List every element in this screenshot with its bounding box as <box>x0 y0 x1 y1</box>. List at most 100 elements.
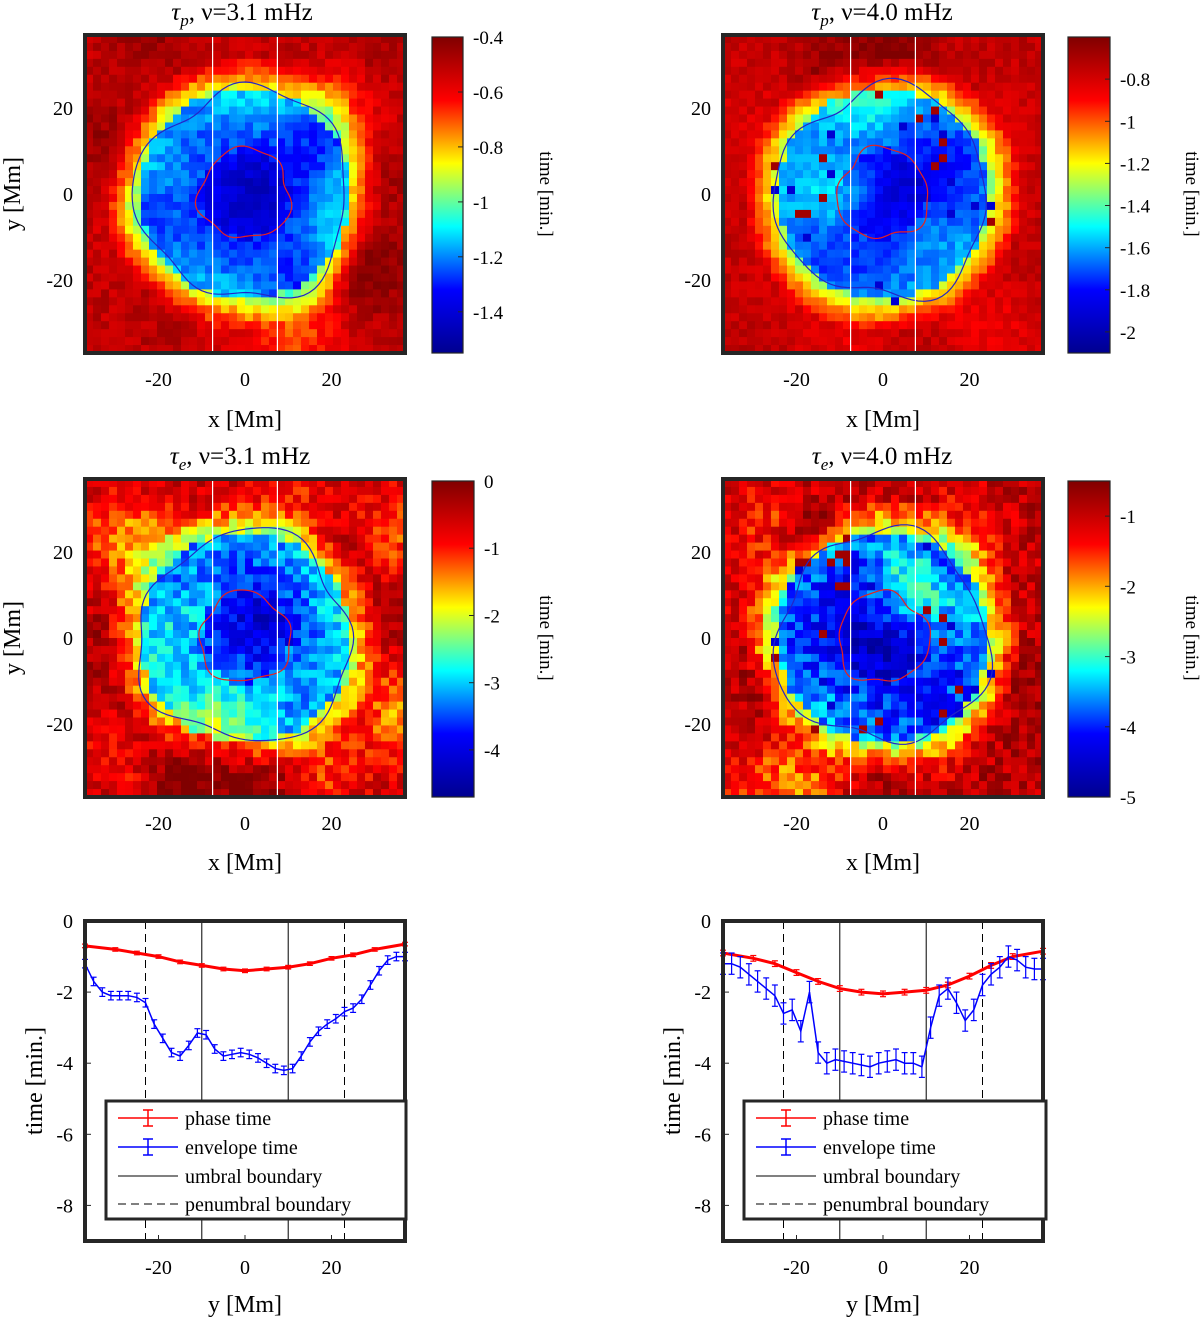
heatmap-cell <box>357 670 366 679</box>
heatmap-cell <box>851 210 860 219</box>
heatmap-cell <box>197 91 206 100</box>
heatmap-cell <box>381 694 390 703</box>
heatmap-cell <box>285 75 294 84</box>
heatmap-cell <box>181 638 190 647</box>
heatmap-cell <box>891 337 900 346</box>
heatmap-cell <box>253 718 262 727</box>
colorbar-tick-label: -4 <box>484 741 500 762</box>
heatmap-cell <box>381 622 390 631</box>
heatmap-cell <box>301 170 310 179</box>
heatmap-cell <box>365 67 374 76</box>
heatmap-cell <box>293 210 302 219</box>
heatmap-cell <box>181 495 190 504</box>
heatmap-cell <box>365 654 374 663</box>
heatmap-cell <box>141 718 150 727</box>
heatmap-cell <box>325 662 334 671</box>
heatmap-cell <box>955 186 964 195</box>
heatmap-cell <box>125 43 134 52</box>
heatmap-cell <box>101 91 110 100</box>
heatmap-cell <box>149 725 158 734</box>
heatmap-cell <box>907 107 916 116</box>
heatmap-cell <box>141 551 150 560</box>
heatmap-cell <box>237 551 246 560</box>
heatmap-cell <box>365 678 374 687</box>
heatmap-cell <box>811 281 820 290</box>
heatmap-cell <box>357 321 366 330</box>
heatmap-cell <box>141 749 150 758</box>
heatmap-cell <box>237 258 246 267</box>
heatmap-cell <box>739 234 748 243</box>
heatmap-cell <box>389 107 398 116</box>
heatmap-cell <box>109 741 118 750</box>
heatmap-cell <box>803 242 812 251</box>
heatmap-cell <box>763 337 772 346</box>
heatmap-cell <box>213 321 222 330</box>
heatmap-cell <box>221 91 230 100</box>
heatmap-cell <box>731 178 740 187</box>
heatmap-cell <box>827 67 836 76</box>
heatmap-cell <box>189 670 198 679</box>
heatmap-cell <box>763 67 772 76</box>
heatmap-cell <box>109 250 118 259</box>
heatmap-cell <box>221 662 230 671</box>
heatmap-cell <box>731 686 740 695</box>
heatmap-cell <box>213 154 222 163</box>
heatmap-cell <box>117 107 126 116</box>
heatmap-cell <box>93 210 102 219</box>
heatmap-cell <box>245 638 254 647</box>
heatmap-cell <box>995 130 1004 139</box>
heatmap-cell <box>891 130 900 139</box>
heatmap-cell <box>803 234 812 243</box>
heatmap-cell <box>365 535 374 544</box>
heatmap-cell <box>245 305 254 314</box>
heatmap-cell <box>157 305 166 314</box>
heatmap-cell <box>389 511 398 520</box>
heatmap-cell <box>325 495 334 504</box>
heatmap-cell <box>253 606 262 615</box>
heatmap-cell <box>125 281 134 290</box>
heatmap-cell <box>133 527 142 536</box>
heatmap-cell <box>277 686 286 695</box>
heatmap-cell <box>277 622 286 631</box>
heatmap-cell <box>381 218 390 227</box>
heatmap-cell <box>109 654 118 663</box>
colorbar-label: time [min.] <box>535 151 556 236</box>
heatmap-cell <box>389 258 398 267</box>
heatmap-cell <box>213 266 222 275</box>
heatmap-cell <box>365 226 374 235</box>
heatmap-cell <box>947 329 956 338</box>
heatmap-cell <box>173 138 182 147</box>
heatmap-cell <box>883 337 892 346</box>
heatmap-cell <box>373 281 382 290</box>
heatmap-cell <box>269 210 278 219</box>
heatmap-cell <box>349 266 358 275</box>
heatmap-cell <box>197 115 206 124</box>
heatmap-cell <box>125 662 134 671</box>
heatmap-cell <box>357 559 366 568</box>
heatmap-cell <box>197 107 206 116</box>
heatmap-cell <box>117 749 126 758</box>
heatmap-cell <box>349 781 358 790</box>
heatmap-cell <box>947 122 956 131</box>
heatmap-cell <box>835 258 844 267</box>
heatmap-cell <box>133 551 142 560</box>
heatmap-cell <box>197 67 206 76</box>
heatmap-cell <box>157 543 166 552</box>
heatmap-cell <box>1019 138 1028 147</box>
heatmap-cell <box>763 305 772 314</box>
heatmap-cell <box>277 781 286 790</box>
heatmap-cell <box>859 329 868 338</box>
heatmap-cell <box>93 321 102 330</box>
heatmap-cell <box>883 138 892 147</box>
heatmap-cell <box>149 646 158 655</box>
heatmap-cell <box>907 258 916 267</box>
heatmap-cell <box>349 503 358 512</box>
heatmap-cell <box>109 170 118 179</box>
heatmap-cell <box>835 51 844 60</box>
heatmap-cell <box>939 226 948 235</box>
heatmap-cell <box>963 321 972 330</box>
heatmap-cell <box>971 91 980 100</box>
heatmap-cell <box>293 773 302 782</box>
heatmap-cell <box>867 281 876 290</box>
heatmap-cell <box>731 511 740 520</box>
